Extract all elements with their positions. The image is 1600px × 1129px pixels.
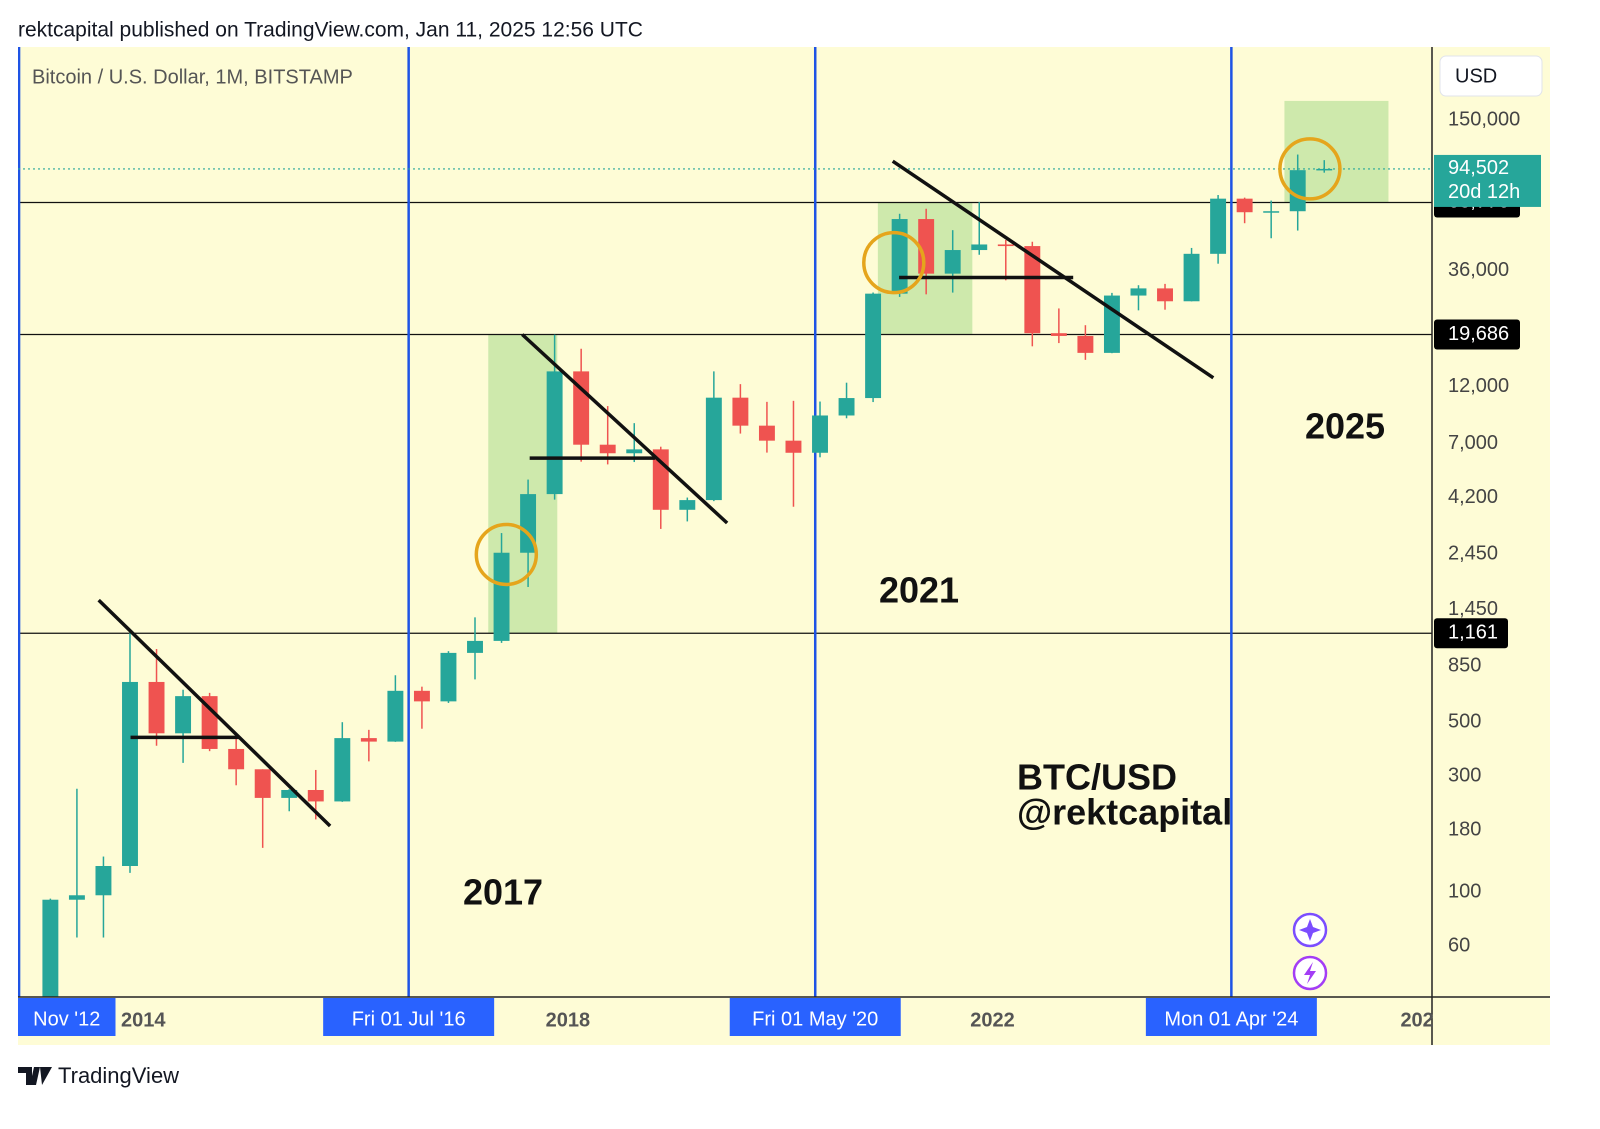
level-label: 19,686 xyxy=(1448,323,1509,345)
y-tick-label: 12,000 xyxy=(1448,375,1509,397)
candle-body xyxy=(228,748,245,770)
candle-body xyxy=(1157,288,1173,302)
annotation: 2021 xyxy=(879,570,959,611)
alert-icon[interactable] xyxy=(1292,955,1328,991)
candle-body xyxy=(944,250,961,274)
candle-body xyxy=(1024,246,1041,334)
time-marker-label-box xyxy=(729,998,901,1036)
countdown-label: 20d 12h xyxy=(1448,181,1520,203)
trendline xyxy=(891,159,1215,380)
time-marker-label: Fri 01 Jul '16 xyxy=(352,1008,466,1030)
candle-body xyxy=(758,425,775,441)
y-tick-label: 850 xyxy=(1448,654,1481,676)
candle-body xyxy=(254,769,271,798)
highlight-circle xyxy=(474,522,539,587)
time-marker-label: Fri 01 May '20 xyxy=(752,1008,878,1030)
y-tick-label: 2,450 xyxy=(1448,543,1498,565)
candle-body xyxy=(1263,211,1280,213)
level-label: 1,161 xyxy=(1448,622,1498,644)
x-tick-label: 2022 xyxy=(970,1009,1015,1031)
candle-body xyxy=(1316,168,1333,171)
time-marker-label-box xyxy=(1145,998,1317,1036)
y-tick-label: 7,000 xyxy=(1448,432,1498,454)
candle-body xyxy=(440,652,457,702)
candle-body xyxy=(705,397,722,501)
candle-body xyxy=(997,244,1014,247)
candle-body xyxy=(812,415,828,453)
time-marker-label: Nov '12 xyxy=(33,1008,100,1030)
time-marker-label-box xyxy=(18,998,116,1036)
candle-body xyxy=(122,681,138,867)
candle-body xyxy=(1183,253,1200,302)
y-tick-label: 36,000 xyxy=(1448,259,1509,281)
axes: 60 100 180 300 500 850 1,450 2,450 4,200 7,000 12,… xyxy=(18,108,1541,1036)
candle-body xyxy=(865,293,882,399)
candle-body xyxy=(599,444,616,454)
highlight-circle xyxy=(1278,137,1342,201)
candle-body xyxy=(785,440,802,453)
chart-title: Bitcoin / U.S. Dollar, 1M, BITSTAMP xyxy=(32,66,353,88)
x-tick-label: 2018 xyxy=(546,1009,591,1031)
tradingview-logo xyxy=(18,1067,52,1085)
candle-body xyxy=(360,738,377,742)
x-tick-label: 2014 xyxy=(121,1009,166,1031)
y-tick-label: 300 xyxy=(1448,764,1481,786)
last-price-label: 94,502 xyxy=(1448,157,1509,179)
plot-area xyxy=(18,47,1432,997)
candle-body xyxy=(1050,333,1067,336)
candle-body xyxy=(838,398,855,416)
candle-body xyxy=(467,640,483,653)
annotation: 2025 xyxy=(1305,406,1385,447)
currency-button[interactable] xyxy=(1439,55,1543,97)
candle-body xyxy=(1130,288,1147,296)
y-tick-label: 100 xyxy=(1448,880,1481,902)
currency-label: USD xyxy=(1455,65,1497,87)
x-tick-label: 202 xyxy=(1400,1009,1433,1031)
candle-body xyxy=(307,789,324,802)
annotation: BTC/USD xyxy=(1017,757,1177,798)
candle-body xyxy=(1289,170,1306,212)
level-label-box xyxy=(1434,618,1508,649)
time-marker-label: Mon 01 Apr '24 xyxy=(1164,1008,1298,1030)
candle-body xyxy=(68,895,85,900)
y-tick-label: 150,000 xyxy=(1448,108,1520,130)
candle-body xyxy=(493,552,510,641)
annotation: @rektcapital xyxy=(1017,792,1232,833)
assistant-icon[interactable] xyxy=(1292,912,1328,948)
footer-brand: TradingView xyxy=(58,1063,179,1088)
candle-body xyxy=(546,371,563,495)
candle-body xyxy=(626,449,643,454)
chart-background xyxy=(18,47,1550,1045)
candle-body xyxy=(679,500,696,510)
candle-body xyxy=(732,397,749,426)
y-tick-label: 4,200 xyxy=(1448,486,1498,508)
trendline xyxy=(97,598,332,828)
y-tick-label: 500 xyxy=(1448,710,1481,732)
candle-body xyxy=(1236,198,1253,213)
trendline xyxy=(521,333,729,525)
last-price-box xyxy=(1434,154,1541,207)
candle-body xyxy=(891,219,908,294)
annotation: 2017 xyxy=(463,872,543,913)
time-marker-label-box xyxy=(323,998,495,1036)
candle-body xyxy=(42,899,59,997)
y-tick-label: 1,450 xyxy=(1448,598,1498,620)
candle-body xyxy=(413,690,430,702)
candle-body xyxy=(175,696,192,734)
header-text: rektcapital published on TradingView.com… xyxy=(18,19,643,42)
candle-body xyxy=(334,738,351,802)
candle-body xyxy=(971,244,988,251)
y-tick-label: 60 xyxy=(1448,934,1470,956)
candle-body xyxy=(1210,198,1227,254)
candle-body xyxy=(573,371,590,445)
candle-body xyxy=(95,866,112,896)
candle-body xyxy=(281,789,298,798)
candle-body xyxy=(387,690,404,742)
highlight-circle xyxy=(862,230,926,295)
candle-body xyxy=(148,681,165,734)
candle-body xyxy=(1077,335,1094,353)
level-label-box xyxy=(1434,319,1520,350)
y-tick-label: 180 xyxy=(1448,818,1481,840)
